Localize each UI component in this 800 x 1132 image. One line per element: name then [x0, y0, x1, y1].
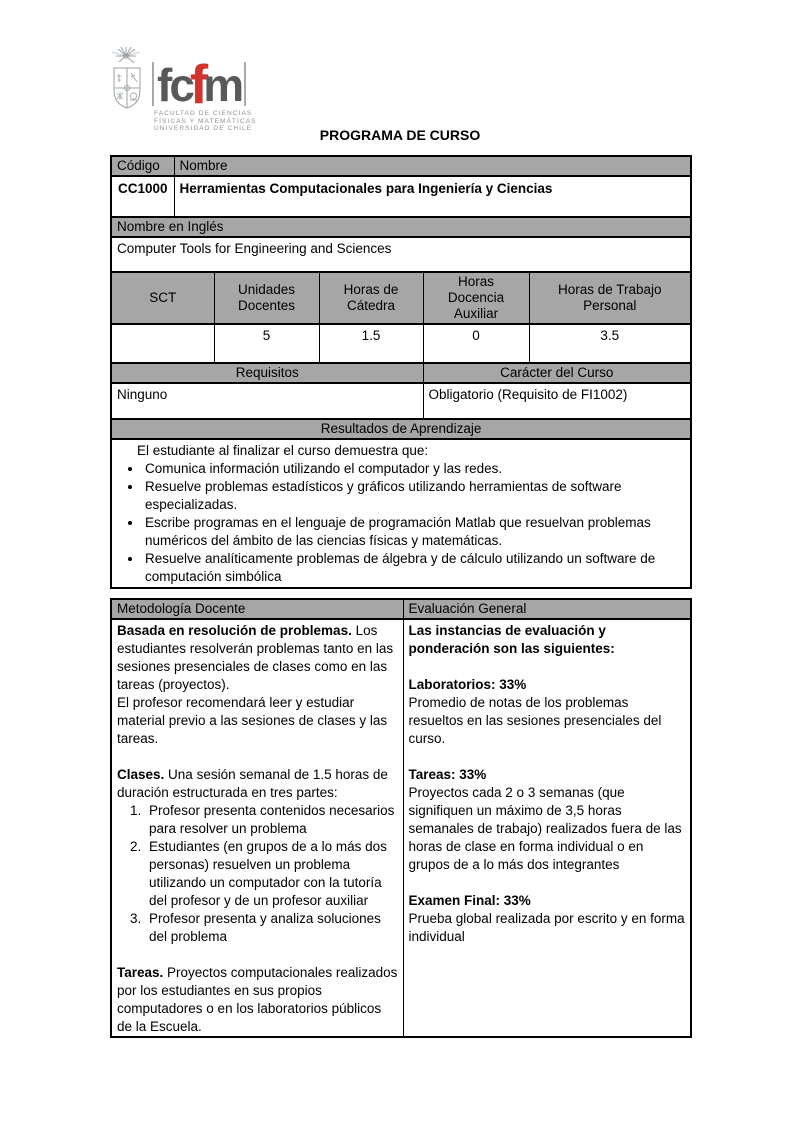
caracter-header-cell: Carácter del Curso: [422, 362, 692, 384]
unidades-docentes-value-cell: 5: [213, 323, 320, 364]
sct-value-cell: [110, 323, 215, 364]
resultados-content-cell: El estudiante al finalizar el curso demu…: [110, 438, 692, 589]
metodologia-paragraph-profesor: El profesor recomendará leer y estudiar …: [117, 695, 388, 746]
eval-block-title: Examen Final: 33%: [408, 893, 531, 908]
metodologia-lead-basada: Basada en resolución de problemas.: [117, 623, 352, 638]
university-crest-icon: [111, 46, 141, 109]
fcfm-wordmark: fc f m: [152, 53, 247, 115]
methodology-evaluation-table: Metodología Docente Evaluación General B…: [110, 598, 692, 1038]
resultado-bullet: Resuelve analíticamente problemas de álg…: [143, 550, 685, 586]
wordmark-right-rule: [244, 62, 247, 106]
metodologia-header-cell: Metodología Docente: [110, 598, 404, 620]
evaluacion-content-cell: Las instancias de evaluación y ponderaci…: [402, 618, 692, 1038]
horas-docencia-value-cell: 0: [422, 323, 530, 364]
eval-block-body: Proyectos cada 2 o 3 semanas (que signif…: [408, 785, 682, 872]
nombre-value-cell: Herramientas Computacionales para Ingeni…: [173, 175, 692, 218]
fcfm-logo: fc f m FACULTAD DE CIENCIAS FÍSICAS Y MA…: [110, 44, 260, 136]
resultado-bullet: Escribe programas en el lenguaje de prog…: [143, 514, 685, 550]
horas-trabajo-value-cell: 3.5: [528, 323, 692, 364]
sct-header-cell: SCT: [110, 271, 215, 325]
eval-block-title: Laboratorios: 33%: [408, 677, 527, 692]
unidades-docentes-header-cell: Unidades Docentes: [213, 271, 320, 325]
metodologia-paragraph-clases: Clases. Una sesión semanal de 1.5 horas …: [117, 766, 398, 802]
evaluacion-block-laboratorios: Laboratorios: 33% Promedio de notas de l…: [409, 676, 686, 748]
evaluacion-header-cell: Evaluación General: [402, 598, 692, 620]
horas-catedra-header-cell: Horas de Cátedra: [318, 271, 424, 325]
requisitos-header-cell: Requisitos: [110, 362, 424, 384]
eval-block-title: Tareas: 33%: [408, 767, 487, 782]
clases-structure-list: Profesor presenta contenidos necesarios …: [117, 802, 398, 946]
metodologia-lead-tareas: Tareas.: [117, 965, 164, 980]
course-info-table: Código Nombre CC1000 Herramientas Comput…: [110, 155, 693, 589]
horas-docencia-header-cell: Horas Docencia Auxiliar: [422, 271, 530, 325]
eval-block-body: Prueba global realizada por escrito y en…: [408, 911, 685, 944]
wordmark-left-rule: [152, 62, 154, 106]
horas-trabajo-header-cell: Horas de Trabajo Personal: [528, 271, 692, 325]
faculty-name-line2: FÍSICAS Y MATEMÁTICAS: [154, 117, 257, 125]
clases-list-item: Profesor presenta contenidos necesarios …: [145, 802, 398, 838]
faculty-name-line3: UNIVERSIDAD DE CHILE: [154, 125, 253, 132]
resultados-header-cell: Resultados de Aprendizaje: [110, 418, 692, 440]
resultado-bullet: Resuelve problemas estadísticos y gráfic…: [143, 478, 685, 514]
codigo-header-cell: Código: [110, 155, 175, 177]
clases-list-item: Estudiantes (en grupos de a lo más dos p…: [145, 838, 398, 910]
clases-list-item: Profesor presenta y analiza soluciones d…: [145, 910, 398, 946]
resultado-bullet: Comunica información utilizando el compu…: [143, 460, 685, 478]
metodologia-lead-clases: Clases.: [117, 767, 165, 782]
metodologia-text-tareas: Proyectos computacionales realizados por…: [117, 965, 398, 1034]
nombre-ingles-value-cell: Computer Tools for Engineering and Scien…: [110, 236, 692, 273]
evaluacion-block-examen: Examen Final: 33% Prueba global realizad…: [409, 892, 686, 946]
resultados-intro: El estudiante al finalizar el curso demu…: [137, 443, 429, 458]
nombre-ingles-header-cell: Nombre en Inglés: [110, 216, 692, 238]
page-title: PROGRAMA DE CURSO: [319, 127, 481, 143]
metodologia-paragraph-tareas: Tareas. Proyectos computacionales realiz…: [117, 964, 398, 1035]
horas-catedra-value-cell: 1.5: [318, 323, 424, 364]
codigo-value-cell: CC1000: [110, 175, 175, 218]
caracter-value-cell: Obligatorio (Requisito de FI1002): [422, 382, 692, 420]
wordmark-letter-m: m: [203, 59, 244, 111]
faculty-name: FACULTAD DE CIENCIAS FÍSICAS Y MATEMÁTIC…: [154, 110, 257, 133]
evaluacion-intro: Las instancias de evaluación y ponderaci…: [408, 623, 615, 656]
evaluacion-block-tareas: Tareas: 33% Proyectos cada 2 o 3 semanas…: [409, 766, 686, 874]
metodologia-content-cell: Basada en resolución de problemas. Los e…: [110, 618, 404, 1038]
faculty-name-line1: FACULTAD DE CIENCIAS: [154, 110, 253, 117]
metodologia-text-clases: Una sesión semanal de 1.5 horas de durac…: [117, 767, 388, 800]
wordmark-letter-f-red: f: [189, 53, 208, 115]
requisitos-value-cell: Ninguno: [110, 382, 424, 420]
metodologia-text-basada: Los estudiantes resolverán problemas tan…: [117, 623, 394, 692]
wordmark-letters-fc: fc: [157, 59, 195, 111]
resultados-bullet-list: Comunica información utilizando el compu…: [117, 460, 685, 586]
eval-block-body: Promedio de notas de los problemas resue…: [408, 695, 662, 746]
metodologia-paragraph-basada: Basada en resolución de problemas. Los e…: [117, 622, 398, 694]
nombre-header-cell: Nombre: [173, 155, 692, 177]
